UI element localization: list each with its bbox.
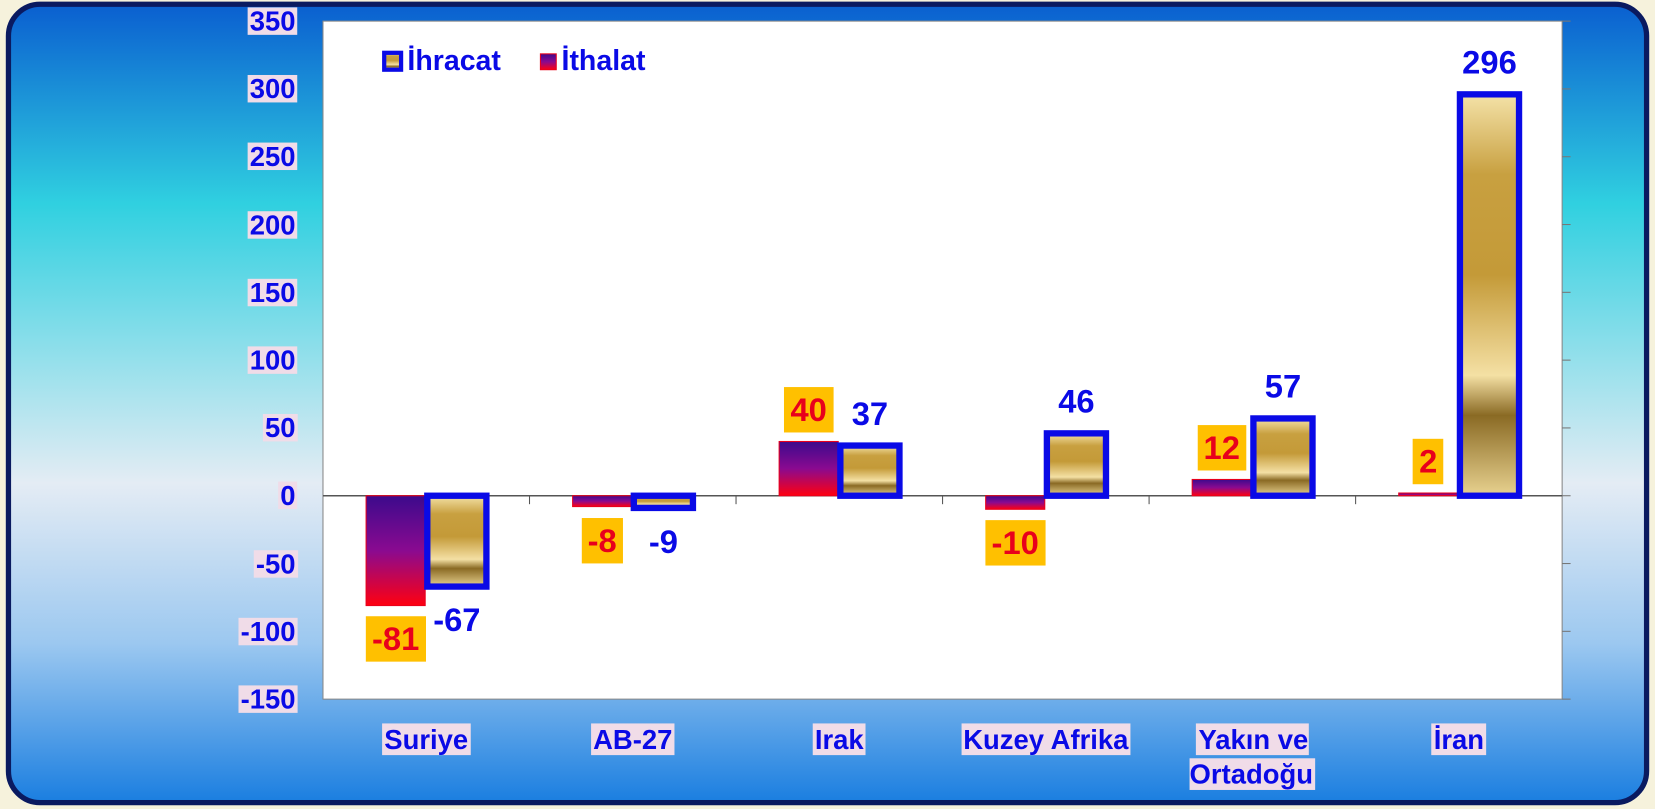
bar [1250, 415, 1316, 499]
legend-swatch [539, 53, 557, 71]
data-label: -8 [581, 517, 624, 564]
y-tick-label: -150 [238, 685, 298, 713]
bar [1398, 492, 1459, 497]
bar [837, 442, 903, 499]
y-tick-label: -100 [238, 617, 298, 646]
y-tick-label: 300 [247, 75, 298, 103]
bar [778, 440, 839, 497]
x-tick-label: AB-27 [532, 722, 733, 756]
y-tick-label: -50 [253, 549, 298, 578]
data-label: 46 [1058, 383, 1095, 421]
bar [572, 495, 633, 508]
data-label: 57 [1264, 368, 1302, 406]
x-tick-label: Yakın ve Ortadoğu [1152, 722, 1353, 791]
y-tick-label: 50 [262, 414, 298, 442]
legend-label: İhracat [407, 44, 501, 77]
data-label: -81 [365, 616, 426, 663]
data-label: 296 [1462, 44, 1517, 82]
x-tick-label: Kuzey Afrika [946, 722, 1147, 756]
data-label: 2 [1412, 438, 1444, 485]
data-label: 12 [1197, 425, 1247, 471]
data-label: -9 [648, 523, 678, 561]
y-tick-label: 150 [247, 278, 298, 307]
data-label: 37 [851, 395, 889, 433]
data-label: 40 [784, 387, 834, 433]
y-tick-label: 250 [247, 142, 298, 171]
plot-area [322, 20, 1563, 700]
x-tick-label: Suriye [326, 722, 527, 756]
bar [630, 492, 697, 512]
x-tick-label: İran [1359, 722, 1560, 756]
data-label: -67 [433, 601, 481, 639]
y-tick-label: 350 [247, 7, 298, 35]
bar [1043, 430, 1110, 499]
x-tick-label: Irak [739, 722, 940, 756]
bar [1456, 91, 1523, 499]
legend-swatch [382, 50, 404, 72]
y-tick-label: 0 [278, 481, 298, 510]
y-tick-label: 100 [247, 346, 298, 374]
bar [424, 492, 490, 590]
bar [985, 495, 1046, 510]
legend-label: İthalat [561, 44, 646, 77]
y-tick-label: 200 [247, 210, 298, 239]
bar [365, 495, 426, 607]
bar [1191, 478, 1252, 497]
data-label: -10 [985, 520, 1046, 566]
